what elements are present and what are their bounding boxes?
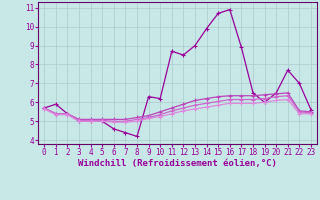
X-axis label: Windchill (Refroidissement éolien,°C): Windchill (Refroidissement éolien,°C) <box>78 159 277 168</box>
